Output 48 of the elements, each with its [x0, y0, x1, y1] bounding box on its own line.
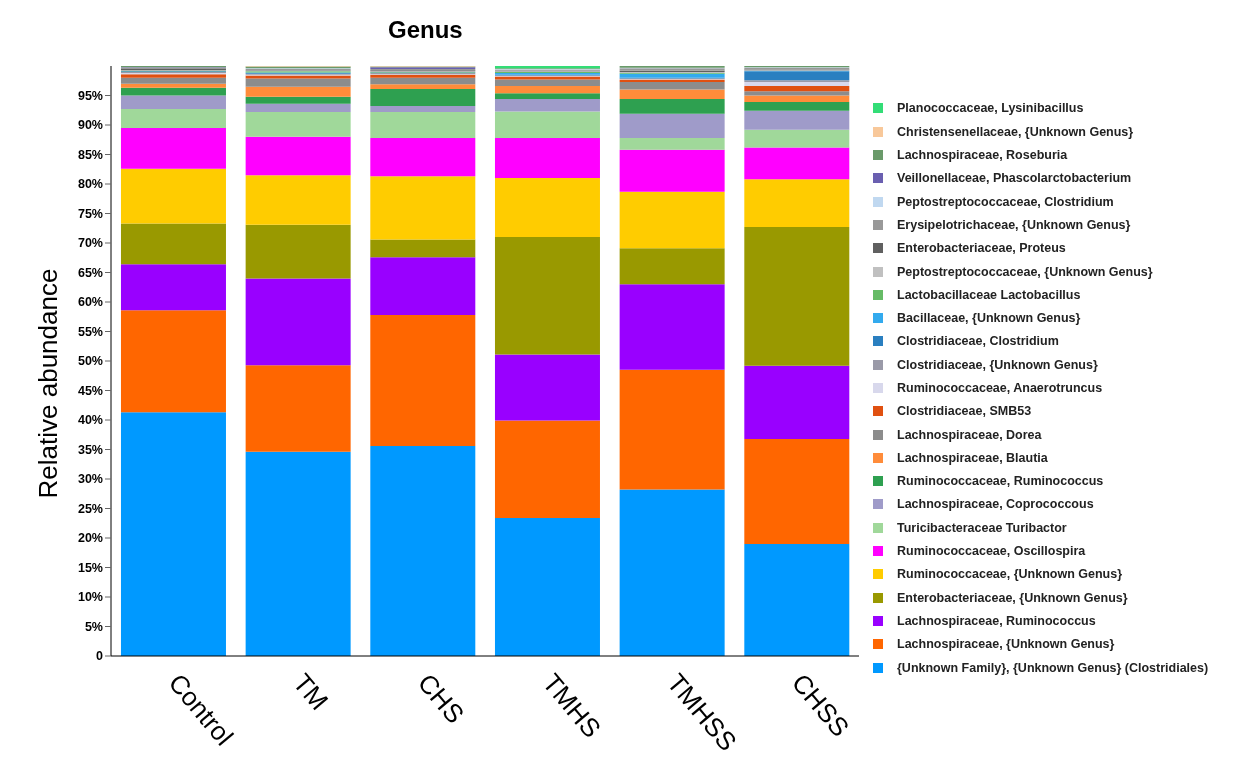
x-tick-label: TM	[287, 667, 335, 716]
legend-label: Clostridiaceae, {Unknown Genus}	[897, 357, 1098, 372]
y-tick-label: 80%	[77, 177, 103, 192]
legend-label: Planococcaceae, Lysinibacillus	[897, 101, 1084, 116]
legend-label: Ruminococcaceae, Anaerotruncus	[897, 380, 1103, 395]
legend-label: Erysipelotrichaceae, {Unknown Genus}	[897, 217, 1131, 232]
y-tick-label: 65%	[77, 265, 103, 280]
y-tick-label: 25%	[77, 501, 103, 516]
legend-label: Bacillaceae, {Unknown Genus}	[897, 311, 1081, 326]
legend-label: Lachnospiraceae, Blautia	[897, 450, 1048, 465]
y-tick-label: 45%	[77, 383, 103, 398]
y-tick-label: 50%	[77, 354, 103, 369]
y-tick-label: 5%	[84, 619, 103, 634]
legend-label: {Unknown Family}, {Unknown Genus} (Clostridiales)	[897, 660, 1209, 675]
y-tick-label: 95%	[77, 88, 103, 103]
chart-title: Genus	[388, 16, 463, 44]
legend-label: Christensenellaceae, {Unknown Genus}	[897, 124, 1134, 139]
y-tick-label: 0	[96, 649, 104, 664]
legend-label: Lachnospiraceae, Roseburia	[897, 148, 1068, 163]
y-tick-label: 15%	[77, 560, 103, 575]
y-tick-label: 85%	[77, 147, 103, 162]
legend-label: Lachnospiraceae, {Unknown Genus}	[897, 637, 1115, 652]
y-tick-label: 10%	[77, 590, 103, 605]
y-tick-label: 40%	[77, 413, 103, 428]
legend-label: Ruminococcaceae, Ruminococcus	[897, 474, 1104, 489]
legend-label: Lactobacillaceae Lactobacillus	[897, 287, 1081, 302]
y-tick-label: 70%	[77, 236, 103, 251]
y-tick-label: 35%	[77, 442, 103, 457]
y-tick-label: 75%	[77, 206, 103, 221]
y-tick-label: 60%	[77, 295, 103, 310]
y-tick-label: 20%	[77, 531, 103, 546]
legend-label: Enterobacteriaceae, Proteus	[897, 241, 1066, 256]
y-tick-label: 90%	[77, 118, 103, 133]
legend-label: Peptostreptococcaceae, Clostridium	[897, 194, 1114, 209]
legend-label: Peptostreptococcaceae, {Unknown Genus}	[897, 264, 1153, 279]
legend-label: Clostridiaceae, Clostridium	[897, 334, 1059, 349]
y-tick-label: 30%	[77, 472, 103, 487]
legend-label: Clostridiaceae, SMB53	[897, 404, 1032, 419]
legend-label: Lachnospiraceae, Dorea	[897, 427, 1042, 442]
legend-label: Turicibacteraceae Turibactor	[897, 520, 1067, 535]
legend-label: Enterobacteriaceae, {Unknown Genus}	[897, 590, 1128, 605]
legend-label: Lachnospiraceae, Coprococcous	[897, 497, 1094, 512]
legend-label: Veillonellaceae, Phascolarctobacterium	[897, 171, 1132, 186]
y-axis-title: Relative abundance	[32, 267, 64, 501]
legend-label: Ruminococcaceae, {Unknown Genus}	[897, 567, 1123, 582]
legend-label: Ruminococcaceae, Oscillospira	[897, 544, 1086, 559]
y-tick-label: 55%	[77, 324, 103, 339]
legend-label: Lachnospiraceae, Ruminococcus	[897, 613, 1096, 628]
